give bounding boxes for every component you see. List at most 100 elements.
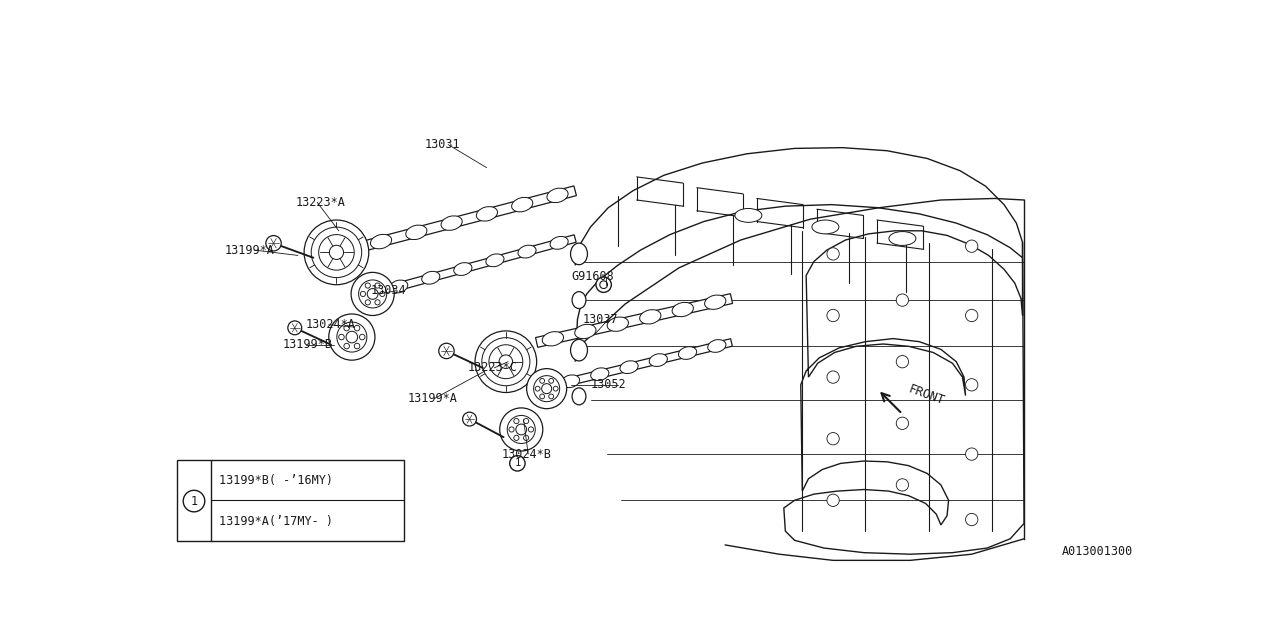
Circle shape <box>380 291 385 296</box>
Circle shape <box>266 236 282 251</box>
Circle shape <box>499 355 512 369</box>
Text: 13223*C: 13223*C <box>467 362 517 374</box>
Circle shape <box>535 387 540 391</box>
Circle shape <box>600 281 608 289</box>
Ellipse shape <box>678 347 696 360</box>
Circle shape <box>965 240 978 252</box>
Circle shape <box>329 314 375 360</box>
Ellipse shape <box>442 216 462 230</box>
Circle shape <box>360 334 365 340</box>
Bar <box>177 460 404 541</box>
Circle shape <box>896 232 909 244</box>
Circle shape <box>462 412 476 426</box>
Polygon shape <box>362 186 576 251</box>
Text: 1: 1 <box>191 495 197 508</box>
Text: 13199*A(’17MY- ): 13199*A(’17MY- ) <box>219 515 333 527</box>
Circle shape <box>549 394 553 399</box>
Ellipse shape <box>543 332 563 346</box>
Circle shape <box>319 235 355 270</box>
Circle shape <box>509 427 515 432</box>
Ellipse shape <box>421 271 440 284</box>
Text: 13199*A: 13199*A <box>408 392 458 405</box>
Ellipse shape <box>547 188 568 203</box>
Ellipse shape <box>888 232 916 245</box>
Ellipse shape <box>575 324 596 339</box>
Polygon shape <box>575 148 1023 362</box>
Circle shape <box>896 479 909 491</box>
Ellipse shape <box>704 295 726 309</box>
Ellipse shape <box>572 292 586 308</box>
Ellipse shape <box>649 354 667 367</box>
Circle shape <box>365 300 370 305</box>
Circle shape <box>358 280 387 308</box>
Ellipse shape <box>370 234 392 249</box>
Circle shape <box>896 356 909 368</box>
Ellipse shape <box>518 245 536 258</box>
Ellipse shape <box>476 207 498 221</box>
Circle shape <box>827 494 840 506</box>
Circle shape <box>489 345 522 379</box>
Circle shape <box>965 448 978 460</box>
Ellipse shape <box>571 243 588 265</box>
Circle shape <box>375 300 380 305</box>
Circle shape <box>965 513 978 525</box>
Circle shape <box>365 283 370 288</box>
Text: 13024*A: 13024*A <box>306 318 356 332</box>
Circle shape <box>513 419 518 424</box>
Circle shape <box>329 245 343 259</box>
Ellipse shape <box>512 197 532 212</box>
Ellipse shape <box>620 361 639 374</box>
Circle shape <box>355 343 360 349</box>
Ellipse shape <box>454 262 472 275</box>
Circle shape <box>534 376 559 402</box>
Text: 1: 1 <box>515 458 521 468</box>
Circle shape <box>827 248 840 260</box>
Text: A013001300: A013001300 <box>1062 545 1133 558</box>
Ellipse shape <box>406 225 428 239</box>
Text: 13037: 13037 <box>582 313 618 326</box>
Circle shape <box>344 343 349 349</box>
Circle shape <box>540 378 544 383</box>
Text: 13052: 13052 <box>590 378 626 391</box>
Circle shape <box>339 334 344 340</box>
Circle shape <box>337 322 367 352</box>
Text: 13199*B( -’16MY): 13199*B( -’16MY) <box>219 474 333 487</box>
Circle shape <box>965 309 978 322</box>
Circle shape <box>361 291 366 296</box>
Circle shape <box>513 435 518 440</box>
Circle shape <box>355 325 360 331</box>
Circle shape <box>549 378 553 383</box>
Text: 13031: 13031 <box>425 138 461 151</box>
Ellipse shape <box>486 254 504 267</box>
Ellipse shape <box>590 368 609 381</box>
Circle shape <box>351 273 394 316</box>
Polygon shape <box>535 294 732 348</box>
Text: G91608: G91608 <box>571 271 614 284</box>
Circle shape <box>529 427 534 432</box>
Text: 13199*B: 13199*B <box>283 339 333 351</box>
Ellipse shape <box>672 302 694 317</box>
Circle shape <box>540 394 544 399</box>
Ellipse shape <box>571 339 588 361</box>
Circle shape <box>896 294 909 307</box>
Ellipse shape <box>550 236 568 250</box>
Circle shape <box>553 387 558 391</box>
Polygon shape <box>556 339 732 388</box>
Text: FRONT: FRONT <box>906 383 946 408</box>
Ellipse shape <box>562 375 580 388</box>
Ellipse shape <box>708 340 726 353</box>
Circle shape <box>475 331 536 392</box>
Ellipse shape <box>389 280 408 293</box>
Ellipse shape <box>572 388 586 405</box>
Polygon shape <box>381 235 576 294</box>
Circle shape <box>305 220 369 285</box>
Circle shape <box>541 383 552 394</box>
Circle shape <box>965 379 978 391</box>
Circle shape <box>524 435 529 440</box>
Circle shape <box>311 227 362 278</box>
Circle shape <box>827 309 840 322</box>
Circle shape <box>288 321 302 335</box>
Circle shape <box>516 424 526 435</box>
Text: 13024*B: 13024*B <box>502 447 552 461</box>
Circle shape <box>507 415 535 444</box>
